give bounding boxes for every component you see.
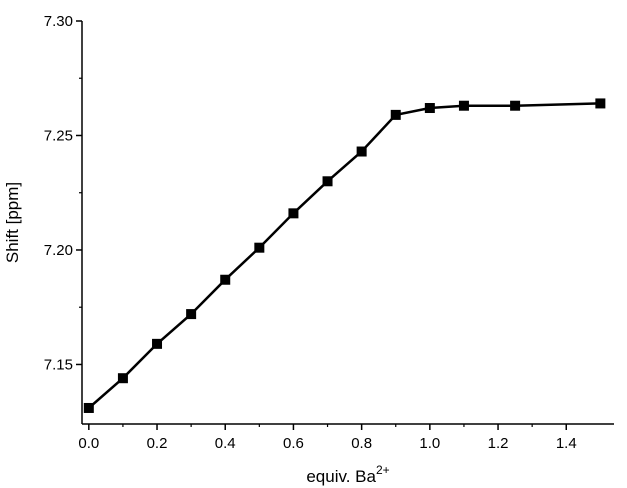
data-point-marker [424, 103, 435, 114]
data-point-marker [322, 176, 333, 187]
data-point-marker [186, 309, 197, 320]
data-point-marker [595, 98, 606, 109]
data-point-marker [83, 402, 94, 413]
y-axis-ticks: 7.15 7.20 7.25 7.30 [44, 13, 82, 373]
series-layer [83, 98, 606, 413]
data-point-marker [117, 373, 128, 384]
data-point-marker [390, 109, 401, 120]
data-point-marker [152, 338, 163, 349]
y-axis-title: Shift [ppm] [3, 182, 22, 263]
data-point-marker [220, 274, 231, 285]
y-tick-label: 7.20 [44, 242, 73, 259]
x-tick-label: 0.6 [283, 435, 304, 452]
x-tick-label: 0.2 [147, 435, 168, 452]
data-point-marker [458, 100, 469, 111]
y-tick-label: 7.30 [44, 13, 73, 30]
y-tick-label: 7.25 [44, 127, 73, 144]
data-point-marker [254, 242, 265, 253]
x-axis-title-superscript: 2+ [376, 463, 390, 477]
data-point-marker [356, 146, 367, 157]
x-tick-label: 1.2 [488, 435, 509, 452]
x-axis-title-main: equiv. Ba [306, 467, 376, 486]
x-tick-label: 0.4 [215, 435, 236, 452]
x-tick-label: 0.8 [351, 435, 372, 452]
x-tick-label: 0.0 [78, 435, 99, 452]
series-line [87, 102, 601, 409]
x-axis-title: equiv. Ba2+ [306, 463, 389, 486]
x-tick-label: 1.0 [419, 435, 440, 452]
x-axis-ticks: 0.0 0.2 0.4 0.6 0.8 1.0 1.2 1.4 [78, 424, 577, 452]
data-point-marker [288, 208, 299, 219]
y-tick-label: 7.15 [44, 356, 73, 373]
x-tick-label: 1.4 [556, 435, 577, 452]
data-point-marker [510, 100, 521, 111]
